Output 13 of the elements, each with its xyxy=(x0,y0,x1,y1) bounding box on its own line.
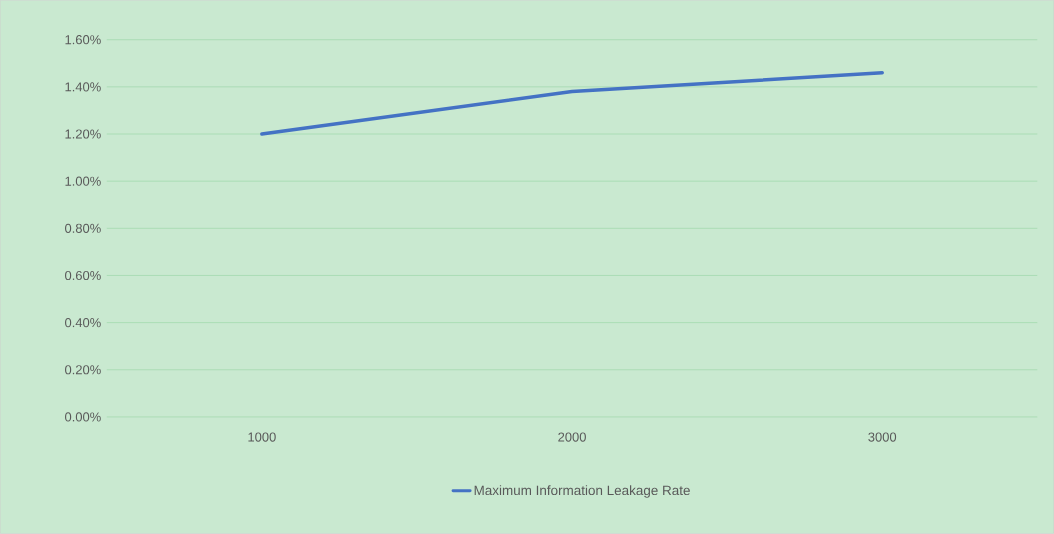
y-tick-label: 0.20% xyxy=(65,365,101,375)
x-tick-label: 2000 xyxy=(558,432,586,442)
y-tick-label: 0.40% xyxy=(65,318,101,328)
x-tick-label: 1000 xyxy=(248,432,276,442)
y-tick-label: 0.00% xyxy=(65,412,101,422)
y-tick-label: 0.60% xyxy=(65,271,101,281)
y-tick-label: 1.60% xyxy=(65,35,101,45)
legend-label: Maximum Information Leakage Rate xyxy=(474,485,690,498)
y-tick-label: 1.00% xyxy=(65,176,101,186)
y-tick-label: 1.40% xyxy=(65,82,101,92)
y-tick-label: 1.20% xyxy=(65,129,101,139)
x-tick-label: 3000 xyxy=(868,432,897,442)
y-tick-label: 0.80% xyxy=(65,223,101,234)
